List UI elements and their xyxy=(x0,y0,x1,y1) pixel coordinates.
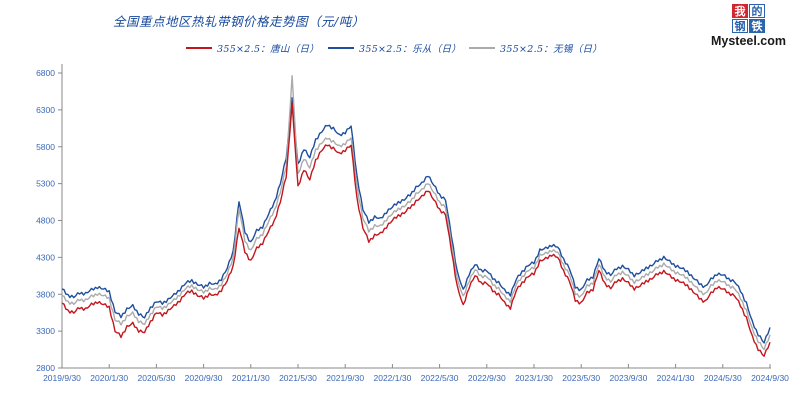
mysteel-logo-mark-icon: 我 的 钢 铁 xyxy=(731,4,765,33)
x-tick-label: 2022/9/30 xyxy=(468,373,506,383)
y-tick-label: 4800 xyxy=(36,216,55,226)
series-line-tangshan xyxy=(61,102,771,357)
x-tick-label: 2022/1/30 xyxy=(373,373,411,383)
legend-line-swatch-icon xyxy=(469,47,495,49)
legend-item-tangshan: 355×2.5：唐山（日） xyxy=(186,41,319,55)
y-tick-label: 6800 xyxy=(36,68,55,78)
chart-title: 全国重点地区热轧带钢价格走势图（元/吨） xyxy=(113,14,365,29)
logo-char-tie: 铁 xyxy=(748,19,765,33)
logo-char-wo: 我 xyxy=(731,4,748,18)
x-tick-label: 2023/9/30 xyxy=(609,373,647,383)
x-tick-label: 2022/5/30 xyxy=(421,373,459,383)
mysteel-wordmark: Mysteel.com xyxy=(710,34,786,48)
x-tick-label: 2023/1/30 xyxy=(515,373,553,383)
y-tick-label: 2800 xyxy=(36,363,55,373)
legend-label-lecong: 355×2.5：乐从（日） xyxy=(359,44,462,55)
y-tick-label: 5800 xyxy=(36,142,55,152)
x-tick-label: 2020/5/30 xyxy=(137,373,175,383)
y-tick-label: 3300 xyxy=(36,326,55,336)
x-tick-label: 2021/1/30 xyxy=(232,373,270,383)
x-tick-label: 2020/9/30 xyxy=(185,373,223,383)
legend-item-wuxi: 355×2.5：无锡（日） xyxy=(469,41,602,55)
x-tick-label: 2020/1/30 xyxy=(90,373,128,383)
x-tick-label: 2019/9/30 xyxy=(43,373,81,383)
legend-label-wuxi: 355×2.5：无锡（日） xyxy=(500,44,603,55)
x-tick-label: 2024/1/30 xyxy=(657,373,695,383)
series-line-wuxi xyxy=(61,74,771,351)
legend-line-swatch-icon xyxy=(328,47,354,49)
mysteel-logo: 我 的 钢 铁 Mysteel.com xyxy=(711,4,786,48)
y-tick-label: 5300 xyxy=(36,179,55,189)
x-tick-label: 2021/5/30 xyxy=(279,373,317,383)
x-tick-label: 2023/5/30 xyxy=(562,373,600,383)
x-tick-label: 2024/5/30 xyxy=(704,373,742,383)
logo-char-gang: 钢 xyxy=(731,19,748,33)
series-line-lecong xyxy=(61,97,771,344)
y-tick-label: 3800 xyxy=(36,289,55,299)
logo-char-de: 的 xyxy=(748,4,765,18)
legend-label-tangshan: 355×2.5：唐山（日） xyxy=(217,44,320,55)
x-tick-label: 2024/9/30 xyxy=(751,373,789,383)
y-tick-label: 4300 xyxy=(36,252,55,262)
chart-legend: 355×2.5：唐山（日） 355×2.5：乐从（日） 355×2.5：无锡（日… xyxy=(0,41,800,57)
x-tick-label: 2021/9/30 xyxy=(326,373,364,383)
legend-line-swatch-icon xyxy=(186,47,212,49)
legend-item-lecong: 355×2.5：乐从（日） xyxy=(328,41,461,55)
y-tick-label: 6300 xyxy=(36,105,55,115)
